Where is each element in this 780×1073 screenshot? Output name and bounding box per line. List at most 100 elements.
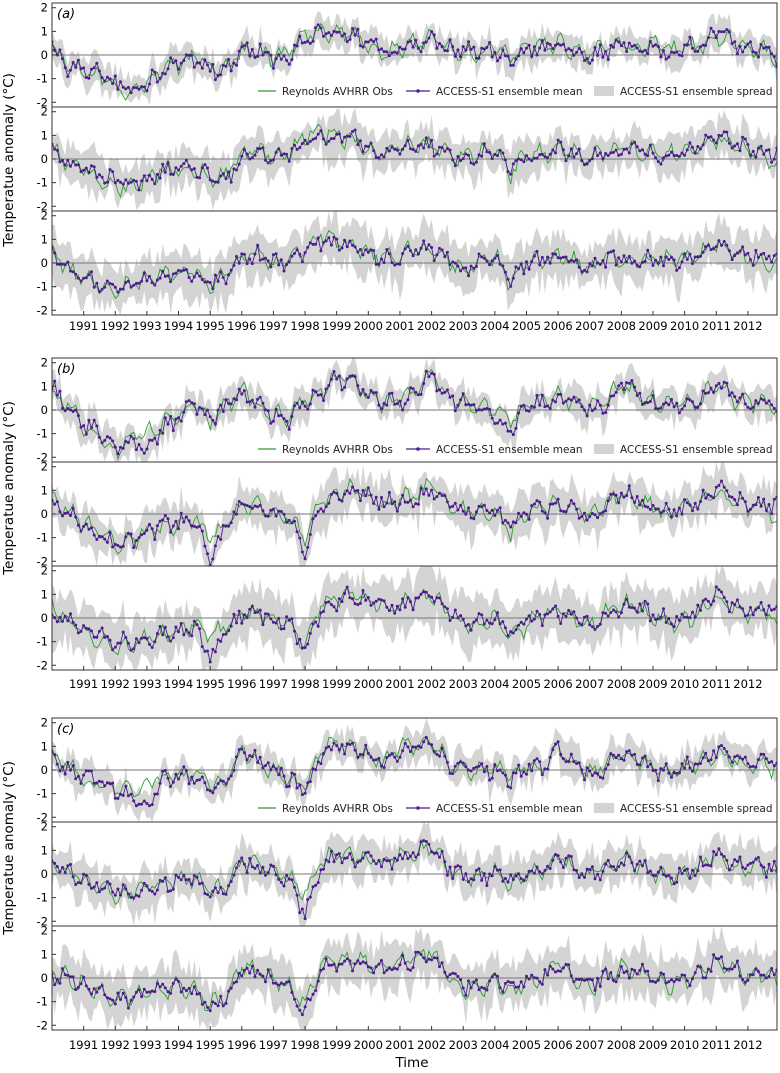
ensemble-mean-point [79,67,83,71]
y-tick-label: 2 [41,460,48,474]
ensemble-mean-point [290,771,294,775]
ensemble-mean-point [87,76,91,80]
ensemble-mean-point [179,772,183,776]
ensemble-mean-point [754,399,758,403]
ensemble-mean-point [129,91,133,95]
ensemble-mean-point [585,766,589,770]
ensemble-mean-point [171,272,175,276]
ensemble-mean-point [643,504,647,508]
ensemble-mean-point [554,400,557,404]
ensemble-mean-point [567,260,571,264]
ensemble-mean-point [685,979,689,983]
ensemble-mean-point [134,990,138,994]
ensemble-mean-point [300,260,304,264]
ensemble-mean-point [124,87,128,91]
ensemble-mean-point [271,158,275,162]
ensemble-mean-point [445,388,449,392]
ensemble-mean-point [142,174,146,178]
ensemble-mean-point [490,55,494,59]
ensemble-mean-point [503,773,507,777]
ensemble-mean-point [103,784,107,788]
ensemble-mean-point [190,775,194,779]
ensemble-mean-point [556,740,560,744]
ensemble-mean-point [71,410,75,413]
ensemble-mean-point [211,791,215,795]
ensemble-mean-point [174,166,178,170]
ensemble-mean-point [242,862,246,866]
ensemble-mean-point [95,881,99,885]
ensemble-mean-point [459,614,463,618]
x-tick-label: 2004 [480,677,509,691]
series-reynolds-obs [52,477,777,555]
ensemble-mean-point [242,751,246,755]
ensemble-mean-point [585,978,589,982]
ensemble-mean-point [725,28,729,32]
ensemble-mean-point [677,771,681,775]
ensemble-mean-point [380,598,383,602]
ensemble-mean-point [134,281,138,285]
ensemble-mean-point [200,529,204,533]
ensemble-mean-point [337,248,341,252]
ensemble-mean-point [177,527,180,531]
ensemble-mean-point [648,619,652,623]
ensemble-mean-point [253,252,257,256]
ensemble-mean-point [150,438,154,442]
ensemble-mean-point [103,181,107,185]
ensemble-mean-point [351,858,354,862]
ensemble-mean-point [390,502,394,506]
ensemble-mean-point [580,159,584,163]
ensemble-mean-point [535,53,539,57]
ensemble-mean-point [627,605,631,609]
ensemble-mean-point [393,263,397,267]
ensemble-mean-point [155,80,159,84]
ensemble-mean-point [82,872,86,876]
ensemble-mean-point [720,479,723,483]
ensemble-mean-point [503,158,507,162]
ensemble-mean-point [538,46,542,50]
ensemble-mean-point [113,542,117,546]
ensemble-mean-point [155,792,159,796]
ensemble-mean-point [200,407,204,411]
ensemble-mean-point [469,161,473,165]
ensemble-mean-point [519,620,523,624]
ensemble-mean-point [501,264,505,268]
ensemble-mean-point [706,135,710,139]
x-tick-label: 1996 [227,319,256,333]
ensemble-mean-point [71,506,75,510]
ensemble-mean-point [126,279,130,283]
ensemble-mean-point [174,519,178,523]
ensemble-mean-point [646,602,650,606]
ensemble-mean-point [208,415,212,419]
ensemble-mean-point [145,447,149,451]
ensemble-mean-point [414,248,418,252]
ensemble-mean-point [659,767,663,771]
ensemble-mean-point [672,405,676,409]
ensemble-mean-point [709,494,713,498]
ensemble-mean-point [654,258,658,262]
ensemble-mean-point [762,251,766,255]
ensemble-mean-point [464,512,468,516]
ensemble-mean-point [575,762,579,765]
ensemble-mean-point [662,156,665,160]
ensemble-mean-point [206,280,209,284]
ensemble-mean-point [71,61,75,64]
ensemble-mean-point [622,971,626,975]
ensemble-mean-point [756,496,760,499]
ensemble-mean-point [343,238,347,242]
ensemble-mean-point [285,152,289,156]
ensemble-mean-point [237,261,241,265]
ensemble-mean-markers [52,479,777,566]
ensemble-mean-point [556,256,560,260]
ensemble-mean-point [100,535,104,539]
ensemble-mean-point [227,884,231,888]
ensemble-mean-point [163,514,167,517]
ensemble-mean-point [387,609,391,613]
y-tick-label: 0 [41,48,48,62]
ensemble-mean-point [351,485,354,489]
ensemble-mean-point [71,270,75,274]
ensemble-mean-point [577,761,581,765]
ensemble-mean-point [187,164,191,168]
ensemble-mean-point [548,964,552,968]
x-axis-label: Time [394,1055,428,1071]
